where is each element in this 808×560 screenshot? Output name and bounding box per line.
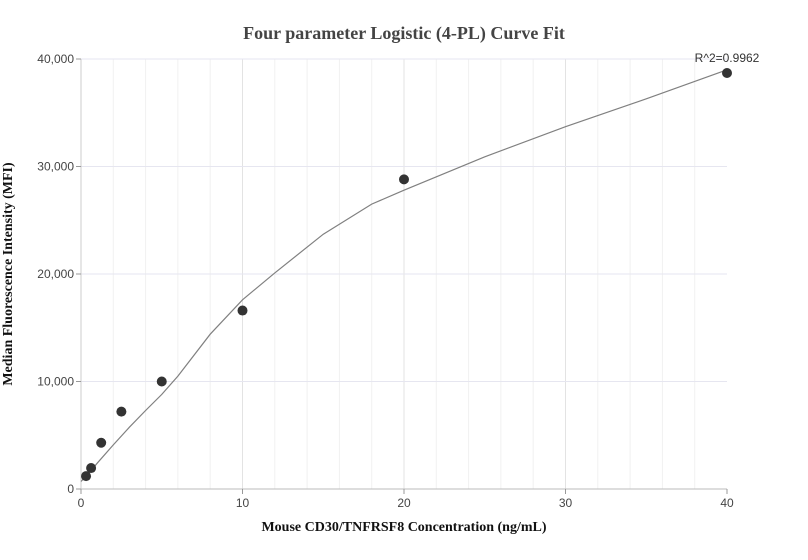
data-point (81, 471, 92, 482)
data-point (96, 437, 107, 448)
data-point (399, 174, 409, 185)
y-tick-label: 0 (67, 482, 74, 496)
x-axis-title: Mouse CD30/TNFRSF8 Concentration (ng/mL) (261, 520, 546, 535)
x-tick-label: 10 (236, 496, 250, 510)
x-tick-label: 40 (720, 496, 734, 510)
grid (81, 58, 727, 489)
y-tick-label: 40,000 (37, 52, 74, 66)
x-tick-label: 30 (559, 496, 573, 510)
r-squared-annotation: R^2=0.9962 (695, 51, 760, 65)
x-tick-label: 0 (78, 496, 85, 510)
y-tick-label: 30,000 (37, 160, 74, 174)
data-point (722, 67, 732, 78)
chart-title: Four parameter Logistic (4-PL) Curve Fit (243, 23, 565, 44)
data-point (156, 376, 167, 387)
fit-curve (80, 69, 728, 482)
y-tick-label: 10,000 (37, 375, 74, 389)
x-tick-label: 20 (397, 496, 411, 510)
data-point (237, 305, 248, 316)
data-points (81, 67, 732, 482)
y-axis-ticks: 0 10,000 20,000 30,000 40,000 (37, 52, 81, 496)
data-point (116, 406, 127, 417)
y-axis-title: Median Fluorescence Intensity (MFI) (1, 162, 16, 386)
x-axis-ticks: 0 10 20 30 40 (78, 489, 734, 510)
y-tick-label: 20,000 (37, 267, 74, 281)
data-point (86, 463, 97, 474)
